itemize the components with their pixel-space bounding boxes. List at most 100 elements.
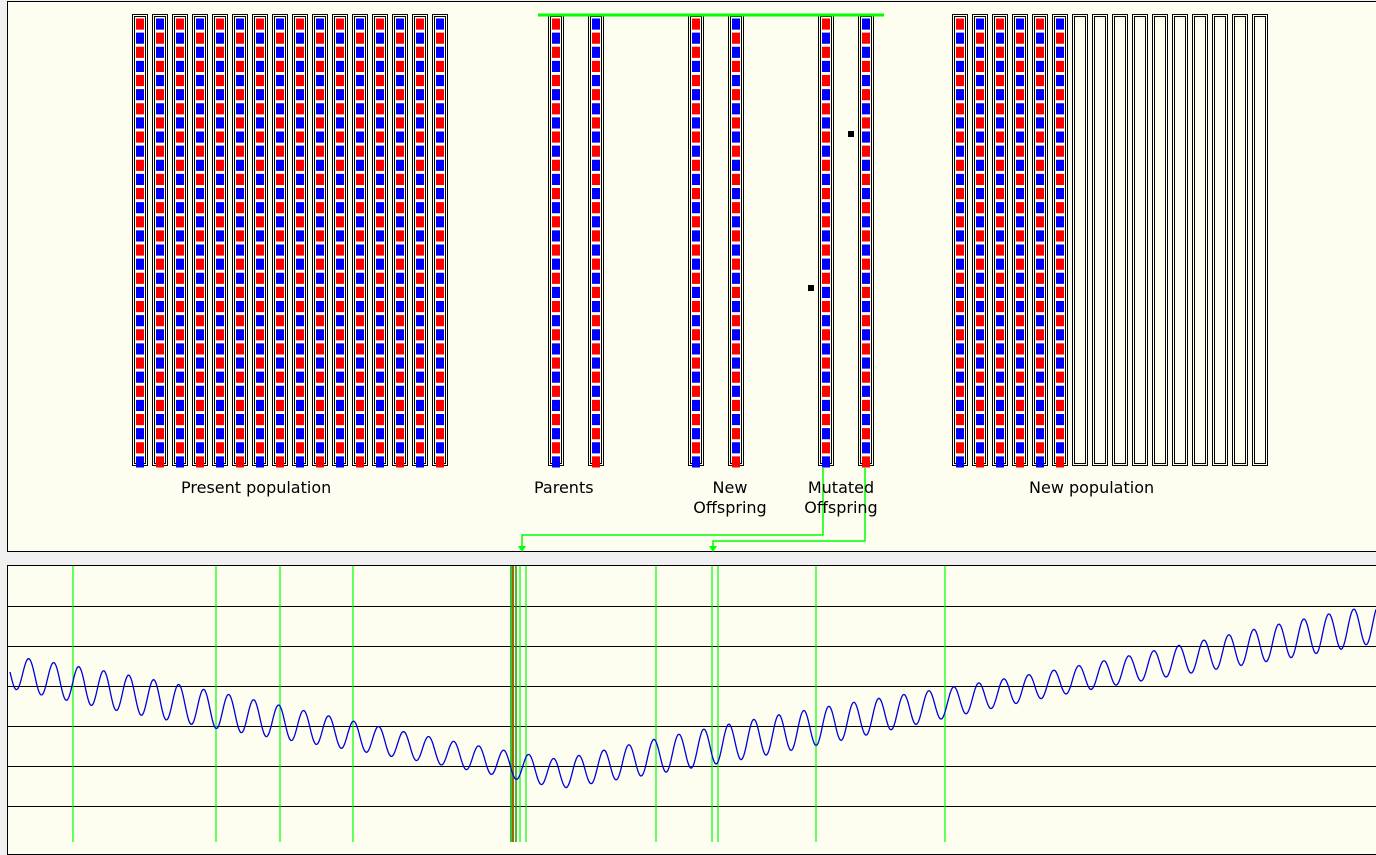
gene-cell [276, 385, 284, 397]
gene-cell [822, 202, 830, 214]
gene-cell [1056, 301, 1064, 313]
gene-cell [296, 301, 304, 313]
gene-cell [396, 456, 404, 468]
gene-cell [236, 301, 244, 313]
gene-cell [136, 357, 144, 369]
gene-cell [316, 456, 324, 468]
mutated-offspring-chromosome-1 [818, 14, 834, 468]
gene-cell [436, 117, 444, 129]
gene-cell [956, 272, 964, 284]
gene-cell [436, 399, 444, 411]
gene-cell [316, 46, 324, 58]
gene-cell [336, 216, 344, 228]
gene-cell [436, 272, 444, 284]
gene-cell [176, 456, 184, 468]
gene-cell [316, 75, 324, 87]
gene-cell [276, 188, 284, 200]
gene-cell [256, 371, 264, 383]
gene-cell [196, 18, 204, 30]
gene-cell [436, 159, 444, 171]
gene-cell [822, 75, 830, 87]
gene-cell [416, 18, 424, 30]
gene-cell [376, 329, 384, 341]
gene-cell [1016, 428, 1024, 440]
gene-cell [136, 60, 144, 72]
gene-cell [416, 216, 424, 228]
gene-cell [176, 159, 184, 171]
gene-cell [976, 315, 984, 327]
mutation-marker [808, 285, 814, 291]
gene-cell [376, 399, 384, 411]
gene-cell [296, 216, 304, 228]
gene-cell [236, 286, 244, 298]
gene-cell [296, 145, 304, 157]
gene-cell [552, 357, 560, 369]
gene-cell [156, 286, 164, 298]
gene-cell [276, 18, 284, 30]
gene-cell [336, 18, 344, 30]
parent-chromosome-2 [588, 14, 604, 468]
new-population-chromosome [1092, 14, 1108, 466]
new-population-chromosome-inner [1254, 16, 1266, 464]
gene-cell [996, 286, 1004, 298]
gene-cell [976, 46, 984, 58]
gene-cell [1056, 329, 1064, 341]
gene-cell [296, 103, 304, 115]
gene-cell [1016, 103, 1024, 115]
gene-cell [552, 145, 560, 157]
gene-cell [862, 301, 870, 313]
gene-cell [976, 103, 984, 115]
gene-cell [256, 329, 264, 341]
gene-cell [296, 371, 304, 383]
gene-cell [976, 357, 984, 369]
gene-cell [1056, 315, 1064, 327]
gene-cell [1036, 75, 1044, 87]
gene-cell [136, 18, 144, 30]
gene-cell [996, 414, 1004, 426]
gene-cell [592, 272, 600, 284]
gene-cell [336, 442, 344, 454]
gene-cell [136, 188, 144, 200]
gene-cell [236, 230, 244, 242]
gene-cell [1016, 442, 1024, 454]
gene-cell [176, 188, 184, 200]
gene-cell [376, 343, 384, 355]
gene-cell [592, 18, 600, 30]
gene-cell [376, 131, 384, 143]
gene-cell [276, 216, 284, 228]
gene-cell [996, 371, 1004, 383]
present-chromosome [232, 14, 248, 468]
gene-cell [1036, 230, 1044, 242]
gene-cell [336, 399, 344, 411]
gene-cell [1056, 244, 1064, 256]
gene-cell [316, 371, 324, 383]
new-offspring-label: New Offspring [680, 478, 780, 518]
gene-cell [216, 385, 224, 397]
gene-cell [822, 456, 830, 468]
gene-cell [976, 286, 984, 298]
gene-cell [176, 145, 184, 157]
gene-cell [822, 216, 830, 228]
gene-cell [1056, 456, 1064, 468]
gene-cell [236, 399, 244, 411]
gene-cell [436, 216, 444, 228]
gene-cell [336, 329, 344, 341]
gene-cell [336, 244, 344, 256]
gene-cell [216, 456, 224, 468]
gene-cell [336, 230, 344, 242]
gene-cell [276, 258, 284, 270]
new-population-chromosome [1252, 14, 1268, 466]
gene-cell [316, 32, 324, 44]
gene-cell [976, 258, 984, 270]
gene-cell [956, 173, 964, 185]
new-population-chromosome-inner [1174, 16, 1186, 464]
gene-cell [436, 258, 444, 270]
gene-cell [436, 145, 444, 157]
gene-cell [1036, 159, 1044, 171]
gene-cell [732, 428, 740, 440]
gene-cell [396, 428, 404, 440]
gene-cell [256, 159, 264, 171]
gene-cell [732, 117, 740, 129]
gene-cell [822, 357, 830, 369]
gene-cell [822, 286, 830, 298]
